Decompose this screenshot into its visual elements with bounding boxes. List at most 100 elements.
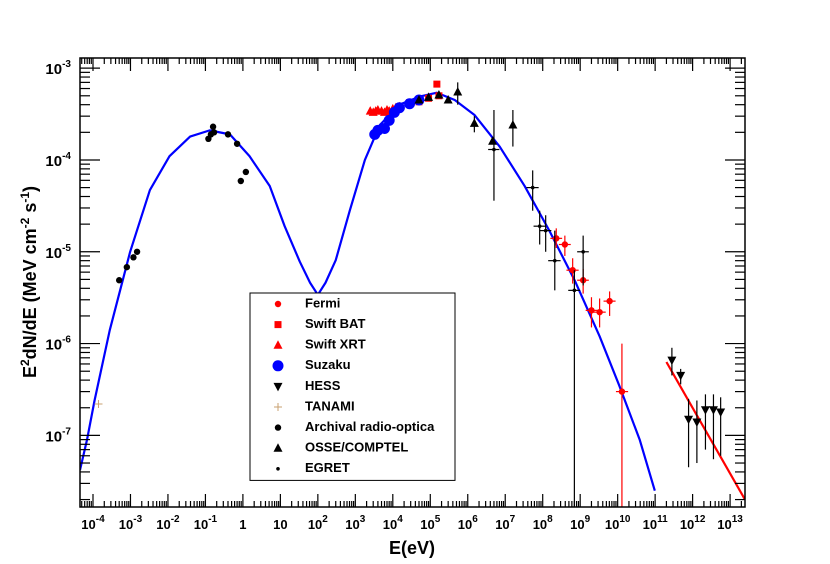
point (700, 406, 710, 415)
tick-exponent: 11 (657, 514, 668, 525)
legend-marker (273, 382, 283, 392)
x-tick-label: 1012 (680, 514, 706, 532)
point (676, 371, 686, 381)
legend-label: Archival radio-optica (305, 419, 435, 434)
point (433, 80, 441, 88)
tick-exponent: 7 (510, 514, 516, 525)
tick-base: 10 (45, 61, 62, 78)
point (233, 140, 241, 147)
legend-label: Fermi (305, 295, 340, 310)
x-tick-label: 107 (495, 514, 515, 532)
point (242, 168, 250, 176)
legend-marker (274, 403, 282, 411)
x-axis-title: E(eV) (389, 538, 435, 558)
point (469, 118, 479, 127)
point (606, 297, 613, 305)
x-tick-label: 105 (420, 514, 440, 532)
legend-marker (274, 300, 282, 308)
y-tick-label: 10-7 (45, 426, 71, 445)
point (130, 254, 137, 261)
tick-exponent: 9 (585, 514, 591, 525)
tick-exponent: 8 (547, 514, 553, 525)
tick-exponent: -4 (62, 151, 71, 162)
point (596, 308, 603, 316)
tick-base: 10 (383, 517, 397, 532)
point (488, 136, 498, 145)
point (237, 177, 245, 185)
tick-exponent: -1 (208, 514, 217, 525)
point (684, 415, 694, 425)
point (492, 147, 496, 152)
tick-base: 10 (81, 517, 95, 532)
tick-exponent: 12 (694, 514, 706, 525)
point (588, 307, 595, 314)
tick-base: 10 (308, 517, 322, 532)
point (383, 114, 395, 126)
tick-base: 10 (717, 517, 731, 532)
tick-base: 10 (458, 517, 472, 532)
plot-area (80, 80, 745, 507)
point (581, 249, 585, 254)
tick-exponent: -2 (171, 514, 180, 525)
y-tick-label: 10-4 (45, 151, 71, 170)
tick-exponent: -5 (62, 243, 71, 254)
point (537, 224, 542, 228)
x-tick-label: 104 (383, 514, 403, 532)
tick-exponent: 10 (619, 514, 631, 525)
point (618, 388, 626, 395)
point (543, 228, 548, 233)
point (378, 123, 390, 135)
tick-base: 10 (570, 517, 584, 532)
legend: Fermi Swift BAT Swift XRT Suzaku HESS TANAMI A… (249, 292, 456, 481)
point (434, 90, 444, 99)
point (123, 263, 131, 271)
y-tick-label: 10-6 (45, 335, 71, 354)
axes: 10-4 10-3 10-2 10-1 1 10 102 103 104 105 106 107 108… (45, 58, 745, 532)
legend-label: OSSE/COMPTEL (305, 440, 408, 455)
legend-label: Swift XRT (305, 337, 366, 352)
y-axis-title-part: s (20, 203, 40, 218)
legend-label: HESS (305, 378, 341, 393)
legend-marker (273, 443, 283, 452)
tick-base: 10 (643, 517, 657, 532)
tick-base: 10 (533, 517, 547, 532)
legend-marker (276, 467, 280, 471)
y-axis-title-part: E (20, 366, 40, 378)
tick-base: 10 (420, 517, 434, 532)
model-curve (80, 91, 656, 491)
legend-label: TANAMI (305, 398, 355, 413)
tick-exponent: -3 (133, 514, 142, 525)
x-tick-label: 103 (345, 514, 365, 532)
tick-base: 10 (119, 517, 133, 532)
tick-exponent: 5 (435, 514, 441, 525)
point (209, 123, 217, 130)
x-tick-label: 10 (273, 517, 287, 532)
tick-base: 10 (156, 517, 170, 532)
point (716, 408, 726, 417)
point (708, 406, 718, 415)
point (210, 129, 218, 136)
tick-base: 10 (345, 517, 359, 532)
point (224, 131, 232, 138)
y-tick-label: 10-3 (45, 59, 71, 78)
y-axis-title-part: ) (20, 186, 40, 192)
point (453, 86, 463, 96)
x-tick-label: 1011 (643, 514, 668, 532)
x-tick-label: 1 (239, 517, 246, 532)
point (561, 241, 569, 248)
y-axis-title-part: dN/dE (MeV cm (20, 228, 40, 359)
legend-label: Swift BAT (305, 316, 365, 331)
x-tick-label: 10-3 (119, 514, 143, 532)
point (553, 235, 560, 242)
point (424, 92, 434, 101)
x-tick-label: 106 (458, 514, 478, 532)
legend-marker (273, 340, 283, 349)
x-tick-label: 102 (308, 514, 328, 532)
y-axis-title: E2dN/dE (MeV cm-2 s-1) (18, 186, 40, 378)
tick-base: 10 (680, 517, 694, 532)
tick-exponent: -4 (96, 514, 105, 525)
tick-exponent: 3 (360, 514, 366, 525)
frame (79, 57, 746, 508)
legend-marker (274, 321, 282, 329)
